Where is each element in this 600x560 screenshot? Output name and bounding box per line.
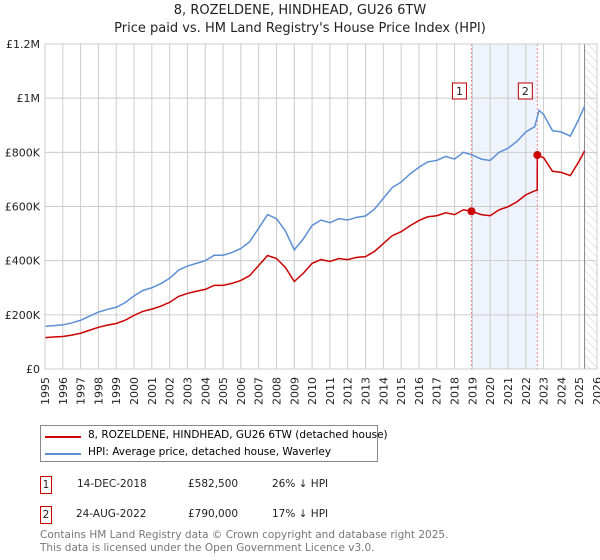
- sale-date: 14-DEC-2018: [77, 478, 147, 490]
- y-tick-label: £0: [26, 363, 40, 376]
- x-tick-label: 2014: [377, 377, 390, 405]
- sale-price: £790,000: [188, 508, 239, 520]
- legend-label-hpi: HPI: Average price, detached house, Wave…: [88, 446, 332, 458]
- x-tick-label: 2002: [164, 377, 177, 405]
- x-tick-label: 1997: [75, 377, 88, 405]
- x-tick-label: 2025: [573, 377, 586, 405]
- x-tick-label: 2010: [306, 377, 319, 405]
- sale-delta: 26% ↓ HPI: [272, 478, 329, 490]
- sale-marker-badge: 1: [40, 476, 52, 494]
- plot-frame: [44, 43, 598, 370]
- x-tick-label: 2007: [253, 377, 266, 405]
- x-tick-label: 2023: [538, 377, 551, 405]
- sale-point: [467, 207, 476, 216]
- x-tick-label: 2018: [449, 377, 462, 405]
- footer-line: This data is licensed under the Open Gov…: [40, 542, 375, 554]
- legend-swatch-red: [45, 436, 81, 438]
- sale-price: £582,500: [188, 478, 239, 490]
- y-tick-label: £1.2M: [6, 38, 40, 51]
- x-tick-label: 1996: [57, 377, 70, 405]
- x-tick-label: 2008: [270, 377, 283, 405]
- sale-date: 24-AUG-2022: [76, 508, 147, 520]
- x-tick-label: 2000: [128, 377, 141, 405]
- footer-line: Contains HM Land Registry data © Crown c…: [40, 529, 449, 541]
- sale-marker-badge: 2: [40, 506, 52, 524]
- legend-label-property: 8, ROZELDENE, HINDHEAD, GU26 6TW (detach…: [88, 429, 388, 441]
- x-tick-label: 2009: [288, 377, 301, 405]
- x-tick-label: 2015: [395, 377, 408, 405]
- sale-delta: 17% ↓ HPI: [272, 508, 329, 520]
- x-tick-label: 2001: [146, 377, 159, 405]
- x-tick-label: 2004: [199, 377, 212, 405]
- x-tick-label: 1995: [39, 377, 52, 405]
- x-tick-label: 2006: [235, 377, 248, 405]
- sale-label: 2: [522, 85, 529, 98]
- plot-area: 1995 1996 1997 1998 1999 2000 2001 2002 2003 2004…: [5, 38, 600, 405]
- x-tick-label: 1998: [92, 377, 105, 405]
- y-tick-label: £400K: [5, 255, 41, 268]
- sale-label-box: [517, 82, 533, 100]
- y-tick-label: £200K: [5, 309, 41, 322]
- chart-subtitle: Price paid vs. HM Land Registry's House …: [114, 21, 486, 36]
- x-tick-label: 2012: [342, 377, 355, 405]
- y-tick-label: £1M: [17, 92, 41, 105]
- x-tick-label: 2022: [520, 377, 533, 405]
- x-tick-label: 2005: [217, 377, 230, 405]
- x-tick-label: 2019: [466, 377, 479, 405]
- x-tick-label: 2003: [181, 377, 194, 405]
- y-tick-label: £600K: [5, 201, 41, 214]
- series-line: [44, 105, 586, 327]
- chart-title: 8, ROZELDENE, HINDHEAD, GU26 6TW: [173, 3, 427, 18]
- x-tick-label: 2013: [360, 377, 373, 405]
- footer-attribution: Contains HM Land Registry data © Crown c…: [40, 529, 448, 555]
- x-tick-label: 2011: [324, 377, 337, 405]
- x-tick-label: 2016: [413, 377, 426, 405]
- legend-swatch-blue: [45, 453, 81, 455]
- x-tick-label: 2026: [591, 377, 600, 405]
- series-line: [44, 150, 586, 339]
- y-tick-label: £800K: [5, 146, 41, 159]
- sale-point: [533, 151, 542, 160]
- x-tick-label: 2024: [555, 377, 568, 405]
- x-tick-label: 2020: [484, 377, 497, 405]
- sale-label: 1: [456, 85, 463, 98]
- x-tick-label: 1999: [110, 377, 123, 405]
- x-tick-label: 2017: [431, 377, 444, 405]
- x-tick-label: 2021: [502, 377, 515, 405]
- legend: 8, ROZELDENE, HINDHEAD, GU26 6TW (detach…: [40, 425, 388, 462]
- sale-label-box: [451, 82, 467, 100]
